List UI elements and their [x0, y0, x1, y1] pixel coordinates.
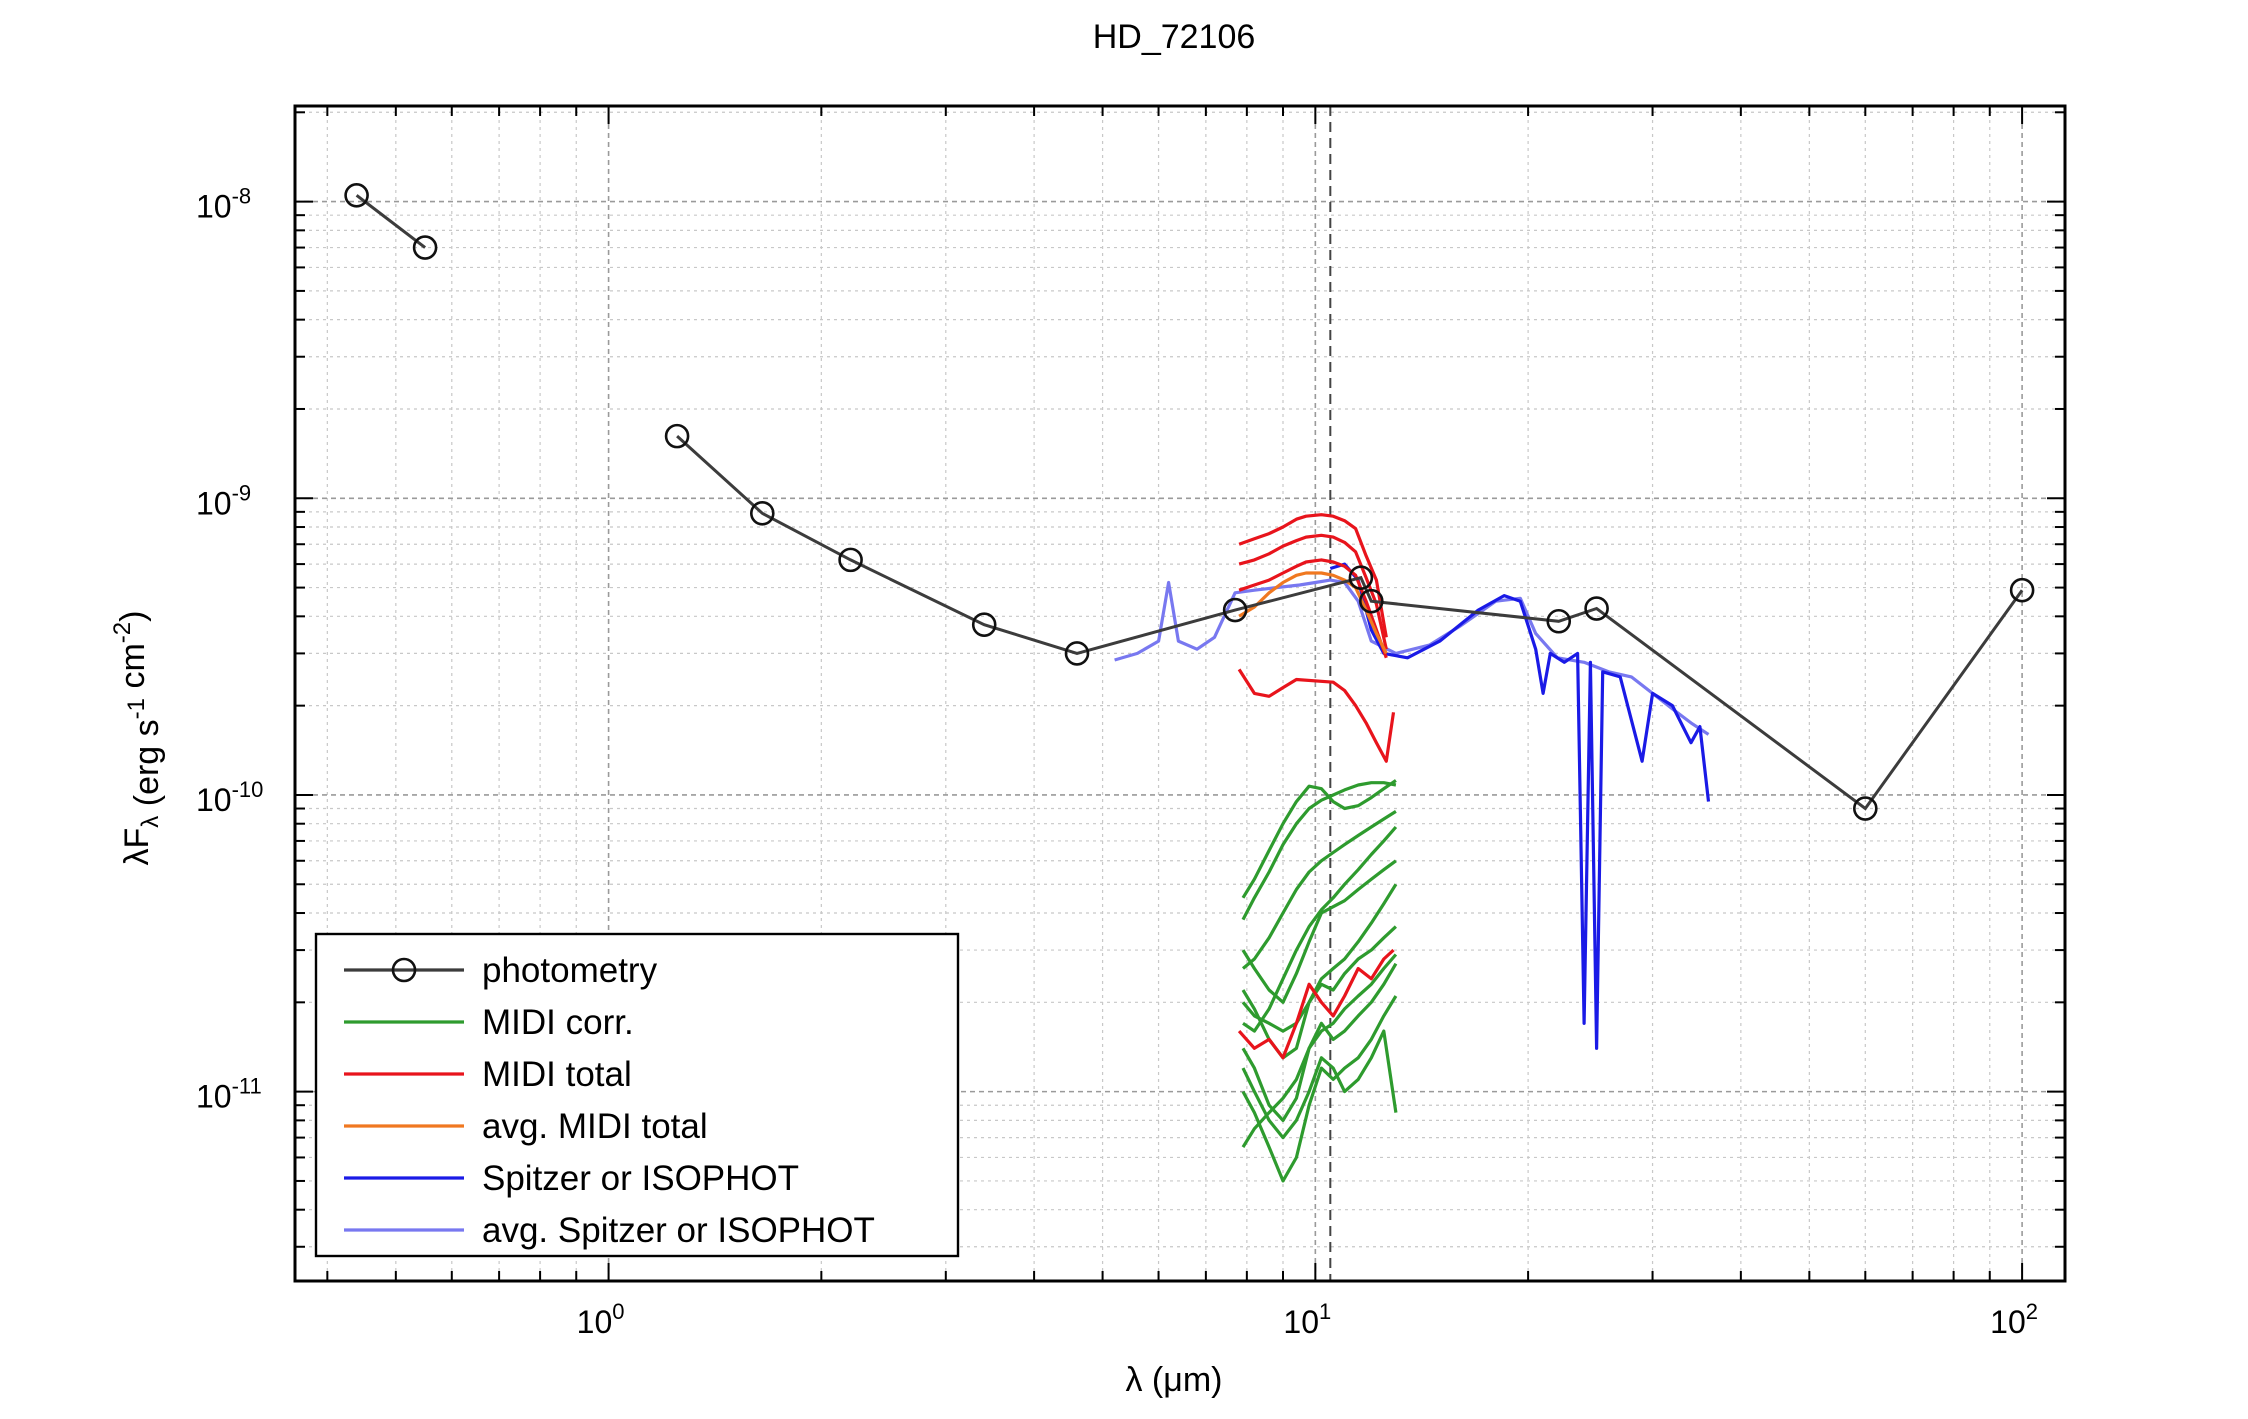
photometry-line: [355, 194, 427, 249]
midi-corr-curve: [1241, 859, 1397, 1004]
chart-title: HD_72106: [1093, 18, 1256, 56]
photometry-point: [1584, 596, 1609, 621]
legend-box: [314, 932, 960, 1258]
midi-corr-curve: [1241, 810, 1397, 970]
midi-total-curve: [1238, 513, 1388, 638]
y-tick-label: 10-11: [196, 1074, 262, 1115]
x-tick-label: 102: [1990, 1299, 2038, 1340]
midi-total-curve: [1238, 533, 1388, 650]
photometry-point: [1064, 641, 1090, 666]
avg-spitzer-or-isophot-curve: [1114, 578, 1710, 736]
x-tick-label: 101: [1283, 1299, 1331, 1340]
x-axis-label: λ (μm): [1125, 1361, 1222, 1399]
legend-label: avg. Spitzer or ISOPHOT: [482, 1211, 875, 1250]
legend-label: MIDI corr.: [482, 1003, 634, 1042]
axis-ticks: [295, 106, 2065, 1281]
x-tick-label: 100: [577, 1299, 625, 1340]
midi-corr-curve: [1241, 781, 1397, 921]
photometry-point: [1853, 796, 1878, 821]
midi-corr-curve: [1241, 953, 1398, 1148]
legend-label: MIDI total: [482, 1055, 632, 1094]
legend: photometry MIDI corr. MIDI total avg. MIDI …: [314, 932, 960, 1258]
legend-label: avg. MIDI total: [482, 1107, 708, 1146]
midi-corr-curve: [1242, 825, 1398, 1033]
midi-corr-curve: [1241, 883, 1398, 1033]
midi-corr-curve: [1241, 779, 1397, 899]
plot-border: [293, 104, 2067, 1283]
photometry-point: [1222, 597, 1248, 623]
spitzer-or-isophot-curve: [1329, 562, 1711, 1050]
photometry-point: [412, 235, 438, 260]
photometry-line: [676, 434, 2024, 811]
photometry-point: [1359, 588, 1384, 614]
photometry-point: [664, 423, 690, 449]
photometry-markers: [344, 183, 2035, 821]
y-tick-label: 10-10: [196, 777, 263, 818]
legend-marker: [391, 957, 417, 983]
series-layer: [355, 194, 2024, 1183]
photometry-point: [344, 183, 369, 208]
y-axis-label: λFλ (erg s-1 cm-2): [109, 611, 166, 866]
y-tick-label: 10-8: [196, 184, 251, 225]
midi-corr-curve: [1241, 995, 1398, 1183]
midi-corr-curve: [1241, 1029, 1398, 1140]
legend-label: Spitzer or ISOPHOT: [482, 1159, 799, 1198]
plot-frame: [293, 104, 2067, 1283]
photometry-point: [2009, 577, 2035, 603]
midi-total-curve: [1237, 668, 1396, 763]
photometry-point: [838, 547, 863, 573]
photometry-point: [1546, 608, 1572, 634]
y-tick-label: 10-9: [196, 480, 251, 521]
midi-total-curve: [1237, 948, 1395, 1060]
midi-corr-curve: [1241, 962, 1398, 1123]
legend-label: photometry: [482, 951, 658, 990]
photometry-point: [971, 612, 997, 637]
midi-total-curve: [1238, 558, 1388, 659]
photometry-point: [1348, 565, 1374, 590]
photometry-point: [749, 500, 775, 526]
